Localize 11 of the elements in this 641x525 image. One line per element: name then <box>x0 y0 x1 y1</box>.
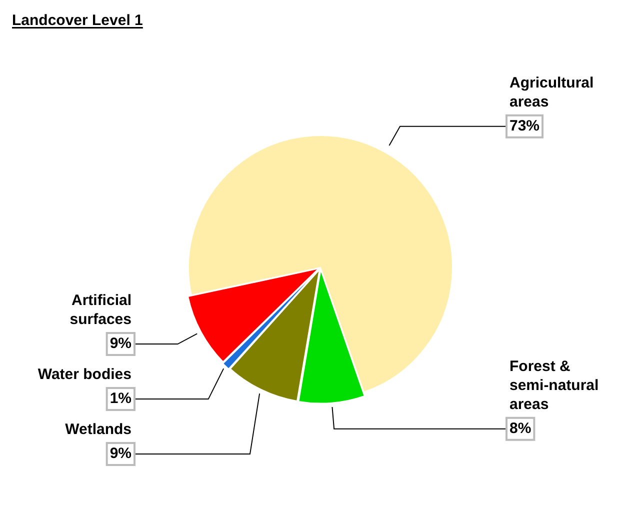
chart-title: Landcover Level 1 <box>12 12 143 29</box>
data-label: 9% <box>110 445 132 462</box>
slice-label: Artificial surfaces <box>70 292 132 328</box>
slice-label: Water bodies <box>38 366 132 384</box>
data-label: 9% <box>110 335 132 352</box>
slice-label: Agricultural areas <box>510 74 594 111</box>
slice-label: Wetlands <box>65 421 132 438</box>
data-label: 73% <box>510 118 540 135</box>
data-label: 8% <box>510 420 532 438</box>
slice-label: Forest & semi-natural areas <box>510 358 599 414</box>
data-label: 1% <box>110 390 132 408</box>
